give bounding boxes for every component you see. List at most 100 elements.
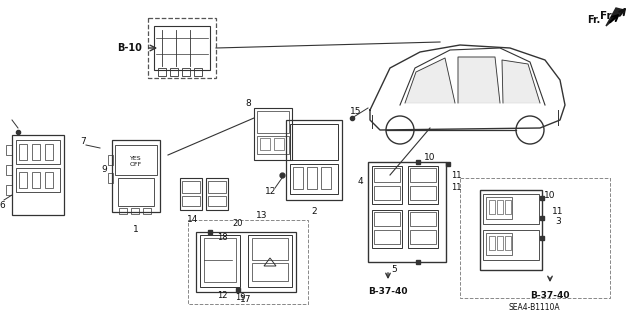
Text: 1: 1 [133,226,139,234]
Text: Fr.: Fr. [587,15,600,25]
Polygon shape [458,57,500,103]
Bar [483,194,539,224]
Text: B-10: B-10 [118,43,143,53]
Text: 20: 20 [233,219,243,228]
Bar [368,162,446,262]
Polygon shape [405,58,455,103]
Bar [12,135,64,215]
Bar [148,18,216,78]
Bar [497,200,503,214]
Polygon shape [606,8,624,26]
Bar [6,165,12,175]
Bar [208,181,226,193]
Text: 5: 5 [391,265,397,275]
Bar [254,108,292,160]
Bar [257,136,289,154]
Bar [486,233,512,255]
Text: SEA4-B1110A: SEA4-B1110A [508,303,560,313]
Bar [143,208,151,214]
Bar [497,236,503,250]
Text: YES: YES [130,155,142,160]
Bar [374,212,400,226]
Bar [480,190,542,270]
Bar [410,230,436,244]
Bar [154,26,210,70]
Text: 11: 11 [451,183,461,192]
Bar [260,138,270,150]
Bar [208,196,226,206]
Text: 11: 11 [552,207,564,217]
Bar [182,181,200,193]
Bar [321,167,331,189]
Text: 3: 3 [555,218,561,226]
Bar [182,68,190,76]
Bar [290,124,338,160]
Text: 17: 17 [240,295,252,305]
Bar [410,186,436,200]
Text: 15: 15 [350,108,362,116]
Bar [372,166,402,204]
Bar [290,164,338,194]
Bar [460,178,610,298]
Bar [252,238,288,260]
Bar [158,68,166,76]
Bar [45,144,53,160]
Text: 2: 2 [311,207,317,217]
Text: B-37-40: B-37-40 [368,287,408,296]
Bar [188,220,308,304]
Text: 18: 18 [217,233,227,241]
Bar [115,145,157,175]
Bar [374,230,400,244]
Bar [19,144,27,160]
Bar [505,200,511,214]
Bar [16,140,60,164]
Bar [16,168,60,192]
Bar [505,236,511,250]
Text: 8: 8 [245,100,251,108]
Text: B-37-40: B-37-40 [531,291,570,300]
Bar [196,232,296,292]
Bar [182,196,200,206]
Text: 13: 13 [256,211,268,219]
Text: 10: 10 [424,153,436,162]
Bar [248,235,292,287]
Bar [6,145,12,155]
Bar [274,138,284,150]
Bar [108,155,113,165]
Bar [204,238,236,282]
Bar [45,172,53,188]
Text: 11: 11 [451,170,461,180]
Bar [252,263,288,281]
Bar [19,172,27,188]
Bar [118,178,154,206]
Bar [194,68,202,76]
Bar [131,208,139,214]
Bar [408,166,438,204]
Text: 7: 7 [80,137,86,146]
Bar [112,140,160,212]
Bar [108,173,113,183]
Bar [32,144,40,160]
Bar [286,120,342,200]
Bar [257,111,289,133]
Bar [374,186,400,200]
Text: 4: 4 [357,177,363,187]
Text: 12: 12 [266,188,276,197]
Text: 10: 10 [544,190,556,199]
Bar [206,178,228,210]
Bar [489,200,495,214]
Bar [307,167,317,189]
Bar [486,197,512,219]
Text: 6: 6 [0,201,5,210]
Bar [410,212,436,226]
Text: OFF: OFF [130,162,142,167]
Bar [489,236,495,250]
Bar [32,172,40,188]
Bar [408,210,438,248]
Text: 9: 9 [101,166,107,174]
Bar [483,230,539,260]
Text: 19: 19 [235,293,245,302]
Bar [293,167,303,189]
Polygon shape [502,60,540,103]
Bar [372,210,402,248]
